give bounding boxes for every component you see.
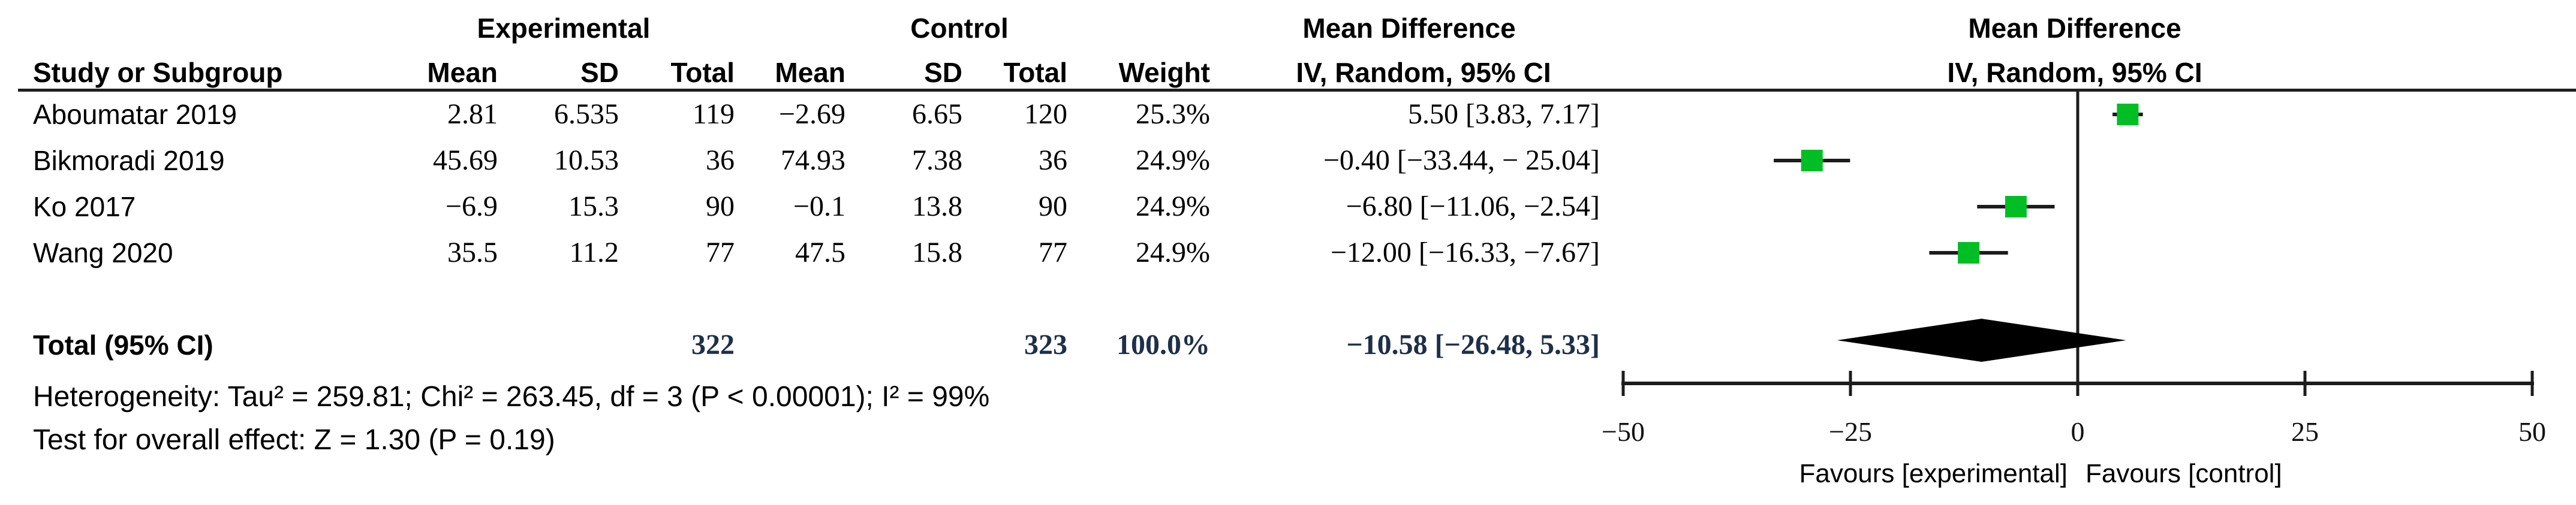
mean-difference-right-header: Mean Difference [1968,13,2181,44]
exp-mean-value: 2.81 [447,98,498,130]
ctrl-total-value: 36 [1039,144,1067,176]
ctrl-sd-value: 7.38 [912,144,962,176]
md-ci-value: −12.00 [−16.33, −7.67] [1330,237,1600,268]
effect-square [2117,104,2139,125]
exp-total-column-header: Total [670,57,735,88]
exp-total-value: 90 [706,190,735,222]
study-column-header: Study or Subgroup [33,57,283,88]
total-exp-n: 322 [691,329,735,361]
md-ci-value: −0.40 [−33.44, − 25.04] [1323,144,1600,176]
ctrl-total-value: 90 [1039,190,1067,222]
md-ci-value: 5.50 [3.83, 7.17] [1408,98,1600,130]
ctrl-mean-value: 47.5 [795,237,845,268]
study-name: Bikmoradi 2019 [33,145,225,176]
ctrl-mean-value: 74.93 [781,144,845,176]
exp-total-value: 119 [692,98,735,130]
overall-effect-note: Test for overall effect: Z = 1.30 (P = 0… [33,424,555,456]
ctrl-mean-column-header: Mean [775,57,845,88]
ctrl-total-value: 77 [1039,237,1067,268]
favours-control-label: Favours [control] [2086,459,2282,488]
ctrl-mean-value: −2.69 [778,98,845,130]
ctrl-sd-value: 15.8 [912,237,962,268]
exp-sd-value: 11.2 [569,237,619,268]
ci-right-column-header: IV, Random, 95% CI [1947,57,2202,88]
header-divider-line [18,89,2576,92]
exp-sd-value: 10.53 [554,144,619,176]
study-name: Aboumatar 2019 [33,99,237,130]
total-ctrl-n: 323 [1024,329,1067,361]
ci-left-column-header: IV, Random, 95% CI [1296,57,1551,88]
exp-mean-column-header: Mean [427,57,498,88]
pooled-diamond [1837,319,2126,362]
effect-square [1801,150,1823,171]
exp-sd-value: 6.535 [554,98,619,130]
study-name: Ko 2017 [33,191,136,222]
exp-mean-value: 35.5 [447,237,498,268]
favours-experimental-label: Favours [experimental] [1799,459,2068,488]
ctrl-total-column-header: Total [1003,57,1067,88]
weight-value: 24.9% [1136,190,1210,222]
exp-mean-value: −6.9 [445,190,498,222]
weight-value: 24.9% [1136,144,1210,176]
axis-tick-label: −25 [1829,416,1872,447]
exp-total-value: 36 [706,144,735,176]
exp-sd-column-header: SD [580,57,619,88]
effect-square [2005,196,2027,217]
weight-column-header: Weight [1118,57,1210,88]
total-md-ci: −10.58 [−26.48, 5.33] [1346,329,1600,361]
heterogeneity-note: Heterogeneity: Tau² = 259.81; Chi² = 263… [33,381,990,413]
experimental-group-header: Experimental [477,13,651,44]
ctrl-sd-value: 6.65 [912,98,962,130]
ctrl-sd-column-header: SD [924,57,962,88]
exp-total-value: 77 [706,237,735,268]
axis-tick-label: 0 [2071,416,2085,447]
total-weight: 100.0% [1117,329,1210,361]
exp-mean-value: 45.69 [433,144,498,176]
study-name: Wang 2020 [33,237,173,268]
axis-tick-label: 50 [2518,416,2546,447]
axis-tick-label: 25 [2291,416,2319,447]
md-ci-value: −6.80 [−11.06, −2.54] [1346,190,1600,222]
ctrl-total-value: 120 [1024,98,1067,130]
weight-value: 25.3% [1136,98,1210,130]
axis-tick-label: −50 [1602,416,1645,447]
exp-sd-value: 15.3 [568,190,619,222]
ctrl-mean-value: −0.1 [793,190,845,222]
total-label: Total (95% CI) [33,329,213,361]
control-group-header: Control [910,13,1009,44]
weight-value: 24.9% [1136,237,1210,268]
effect-square [1958,242,1980,264]
mean-difference-left-header: Mean Difference [1302,13,1516,44]
ctrl-sd-value: 13.8 [912,190,962,222]
